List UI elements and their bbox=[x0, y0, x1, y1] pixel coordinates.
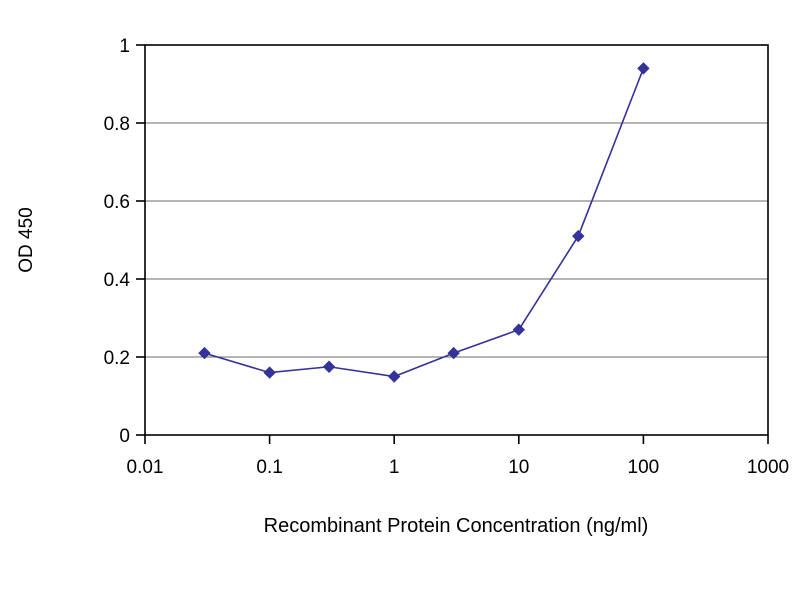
y-tick-label: 0.6 bbox=[104, 192, 130, 213]
data-point-marker bbox=[198, 346, 211, 360]
y-tick-label: 0.2 bbox=[104, 348, 130, 369]
tick-marks bbox=[136, 44, 769, 444]
y-tick-label: 1 bbox=[119, 36, 130, 57]
data-point-marker bbox=[572, 229, 585, 243]
plot-border bbox=[144, 44, 769, 436]
x-tick-label: 10 bbox=[508, 457, 529, 478]
y-tick-label: 0.4 bbox=[104, 270, 131, 291]
y-tick-labels: 0 0.2 0.4 0.6 0.8 1 bbox=[104, 36, 131, 447]
x-tick-label: 1 bbox=[389, 457, 400, 478]
data-point-marker bbox=[263, 366, 276, 379]
y-axis-label: OD 450 bbox=[16, 207, 37, 272]
x-tick-label: 1000 bbox=[747, 457, 789, 478]
data-point-marker bbox=[637, 62, 650, 75]
x-tick-label: 100 bbox=[628, 457, 660, 478]
data-point-marker bbox=[322, 360, 336, 373]
x-tick-label: 0.01 bbox=[127, 457, 164, 478]
series-line bbox=[204, 68, 645, 378]
y-tick-label: 0 bbox=[119, 426, 130, 447]
y-tick-label: 0.8 bbox=[104, 114, 130, 135]
gridlines bbox=[145, 122, 768, 358]
axes bbox=[144, 44, 769, 436]
x-tick-label: 0.1 bbox=[256, 457, 282, 478]
data-point-marker bbox=[447, 346, 460, 360]
x-axis-label: Recombinant Protein Concentration (ng/ml… bbox=[264, 515, 649, 537]
x-tick-labels: 0.01 0.1 1 10 100 1000 bbox=[127, 457, 790, 478]
data-point-marker bbox=[387, 370, 401, 383]
data-series bbox=[198, 62, 650, 383]
data-point-marker bbox=[512, 323, 526, 336]
